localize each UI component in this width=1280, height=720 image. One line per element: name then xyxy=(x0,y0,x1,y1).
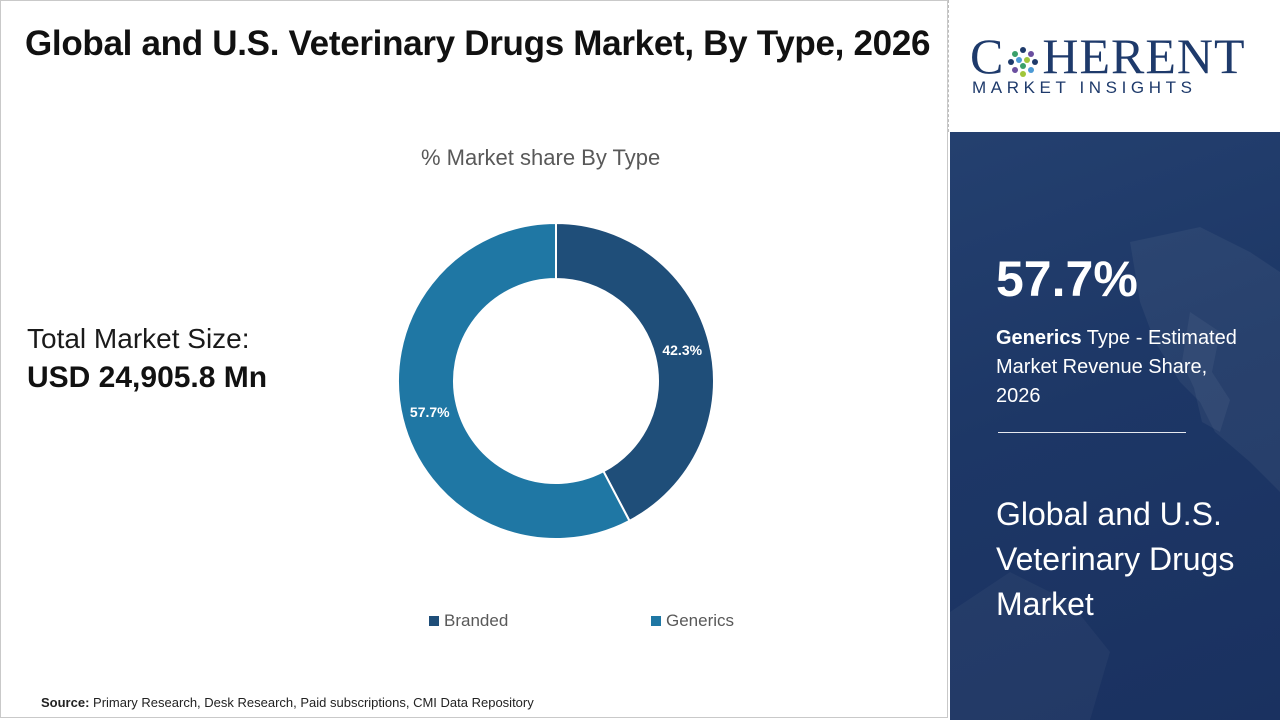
logo-wordmark: C HERENT xyxy=(970,28,1246,84)
logo-globe-icon xyxy=(1008,46,1039,77)
logo-letter-c: C xyxy=(970,28,1005,84)
market-size-label: Total Market Size: xyxy=(27,323,250,354)
highlight-segment: Generics xyxy=(996,327,1082,349)
highlight-description: Generics Type - Estimated Market Revenue… xyxy=(996,324,1256,411)
report-panel: Global and U.S. Veterinary Drugs Market,… xyxy=(0,0,948,718)
donut-slice-branded xyxy=(555,221,715,523)
highlight-desc-text: Type - Estimated Market Revenue Share, 2… xyxy=(996,327,1237,407)
chart-legend: Branded Generics xyxy=(1,611,949,633)
source-text: Primary Research, Desk Research, Paid su… xyxy=(93,695,534,710)
highlight-value: 57.7% xyxy=(996,251,1138,307)
legend-swatch-generics xyxy=(651,616,661,626)
donut-chart: 42.3% 57.7% xyxy=(397,221,715,540)
chart-subtitle: % Market share By Type xyxy=(421,145,661,170)
page-title: Global and U.S. Veterinary Drugs Market,… xyxy=(25,24,931,63)
company-logo: C HERENT MARKET INSIGHTS xyxy=(950,0,1280,132)
background-map-shape xyxy=(1130,227,1280,492)
dashed-divider xyxy=(948,0,949,132)
data-label-branded: 42.3% xyxy=(662,342,702,358)
donut-slice-generics xyxy=(397,221,631,540)
source-note: Source: Primary Research, Desk Research,… xyxy=(41,695,534,710)
logo-letters-rest: HERENT xyxy=(1042,28,1246,84)
legend-label-generics: Generics xyxy=(666,611,735,630)
divider-rule xyxy=(998,432,1186,433)
legend-label-branded: Branded xyxy=(444,611,509,630)
source-label: Source: xyxy=(41,695,90,710)
highlight-panel: 57.7% Generics Type - Estimated Market R… xyxy=(950,132,1280,720)
legend-swatch-branded xyxy=(429,616,439,626)
data-label-generics: 57.7% xyxy=(410,404,450,420)
logo-subtitle: MARKET INSIGHTS xyxy=(972,78,1197,97)
legend-item-branded: Branded xyxy=(429,611,508,631)
side-title: Global and U.S. Veterinary Drugs Market xyxy=(996,496,1235,622)
market-size-value: USD 24,905.8 Mn xyxy=(27,361,268,394)
legend-item-generics: Generics xyxy=(651,611,734,631)
